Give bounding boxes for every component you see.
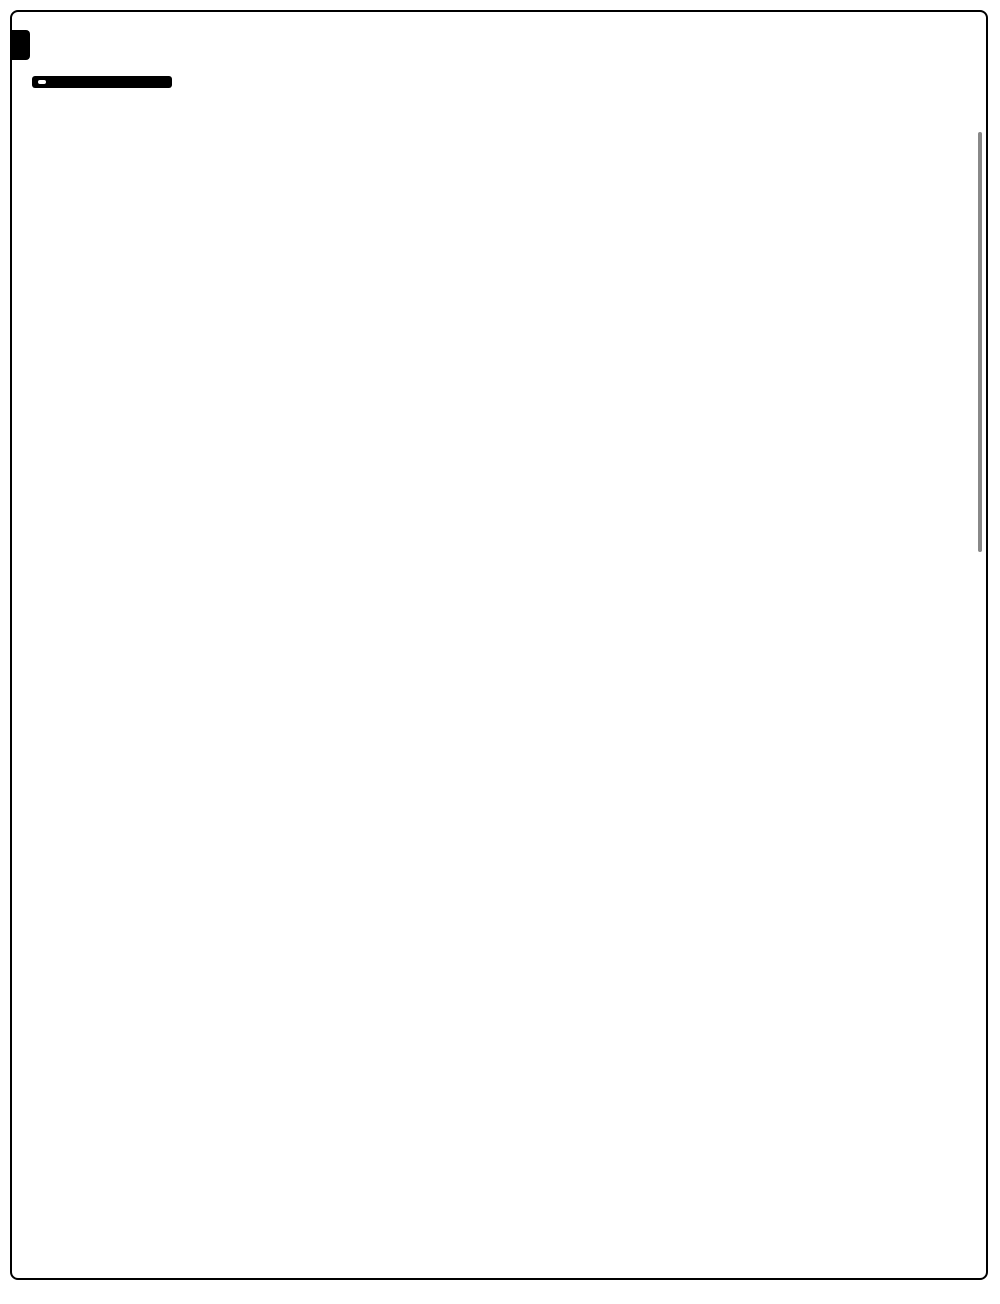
parts-columns	[32, 70, 966, 96]
section-header	[32, 30, 966, 60]
column-3	[487, 70, 727, 96]
column-2	[242, 70, 477, 96]
column-1	[32, 70, 232, 96]
ratio-label	[38, 80, 46, 84]
throttle-linkage-rod-icon	[978, 132, 982, 552]
header-tab	[12, 30, 30, 60]
actual-size-badge	[32, 76, 172, 88]
column-4	[737, 70, 967, 96]
page-frame	[10, 10, 988, 1280]
